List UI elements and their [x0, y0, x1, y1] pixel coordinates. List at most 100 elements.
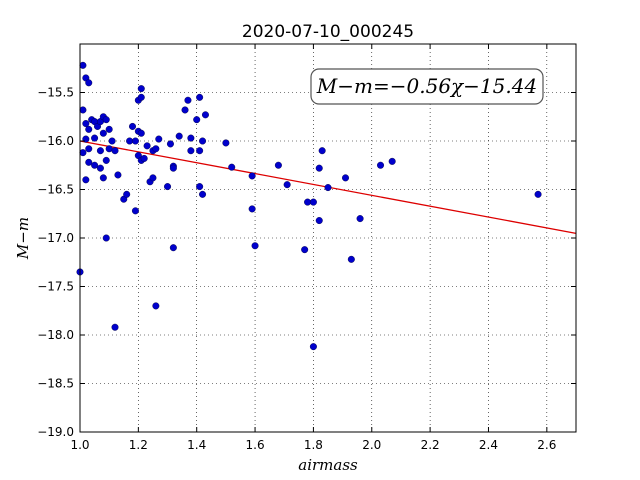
data-point: [123, 190, 131, 198]
x-tick-label: 2.6: [537, 438, 556, 452]
data-point: [114, 171, 122, 179]
data-point: [309, 343, 317, 351]
data-point: [82, 120, 90, 128]
data-point: [309, 198, 317, 206]
data-point: [184, 96, 192, 104]
data-point: [388, 157, 396, 165]
data-point: [166, 140, 174, 148]
data-point: [251, 242, 259, 250]
data-point: [318, 147, 326, 155]
data-point: [155, 135, 163, 143]
data-point: [149, 174, 157, 182]
data-point: [137, 85, 145, 93]
data-point: [137, 93, 145, 101]
y-axis-ticks: −15.5 −16.0 −16.5 −17.0 −17.5 −18.0 −18.5 −19.0: [37, 86, 576, 439]
x-tick-label: 1.4: [187, 438, 206, 452]
data-point: [347, 255, 355, 263]
y-tick-label: −18.0: [37, 328, 74, 342]
annotation-box: [310, 68, 544, 105]
data-point: [324, 184, 332, 192]
data-point: [274, 161, 282, 169]
data-point: [105, 145, 113, 153]
data-point: [126, 137, 134, 145]
fit-annotation: M−m=−0.56χ−15.44: [310, 68, 544, 105]
data-point: [105, 125, 113, 133]
data-point: [196, 147, 204, 155]
data-point: [85, 79, 93, 87]
data-point: [108, 137, 116, 145]
data-point: [315, 217, 323, 225]
data-point: [96, 164, 104, 172]
data-point: [82, 176, 90, 184]
data-point: [342, 174, 350, 182]
data-point: [102, 116, 110, 124]
x-tick-label: 2.0: [362, 438, 381, 452]
data-point: [187, 134, 195, 142]
x-tick-label: 2.4: [479, 438, 498, 452]
data-point: [181, 106, 189, 114]
data-point: [175, 132, 183, 140]
y-tick-label: −19.0: [37, 425, 74, 439]
y-tick-label: −17.0: [37, 231, 74, 245]
data-point: [102, 234, 110, 242]
x-tick-label: 1.6: [246, 438, 265, 452]
data-point: [152, 302, 160, 310]
x-axis-label: airmass: [298, 456, 358, 474]
data-point: [131, 207, 139, 215]
data-points: [76, 61, 542, 351]
data-point: [304, 198, 312, 206]
data-point: [377, 161, 385, 169]
data-point: [169, 164, 177, 172]
data-point: [222, 139, 230, 147]
x-tick-label: 1.0: [70, 438, 89, 452]
data-point: [85, 158, 93, 166]
data-point: [199, 137, 207, 145]
data-point: [152, 145, 160, 153]
data-point: [79, 149, 87, 157]
data-point: [169, 244, 177, 252]
data-point: [301, 246, 309, 254]
data-point: [193, 116, 201, 124]
y-tick-label: −16.0: [37, 134, 74, 148]
y-axis-label: M−m: [14, 217, 32, 260]
data-point: [199, 190, 207, 198]
x-tick-label: 1.2: [129, 438, 148, 452]
fit-equation: M−m=−0.56χ−15.44: [316, 74, 537, 98]
data-point: [196, 93, 204, 101]
data-point: [283, 181, 291, 189]
data-point: [140, 154, 148, 162]
data-point: [356, 215, 364, 223]
data-point: [99, 174, 107, 182]
y-tick-label: −16.5: [37, 183, 74, 197]
data-point: [79, 61, 87, 69]
data-point: [85, 125, 93, 133]
data-point: [534, 190, 542, 198]
data-point: [111, 323, 119, 331]
chart-title: 2020-07-10_000245: [242, 22, 414, 42]
data-point: [96, 147, 104, 155]
data-point: [201, 111, 209, 119]
data-point: [137, 129, 145, 137]
y-tick-label: −17.5: [37, 280, 74, 294]
data-point: [187, 147, 195, 155]
y-tick-label: −18.5: [37, 377, 74, 391]
data-point: [91, 134, 99, 142]
data-point: [99, 129, 107, 137]
data-point: [91, 161, 99, 169]
data-point: [85, 145, 93, 153]
data-point: [248, 172, 256, 180]
data-point: [228, 163, 236, 171]
data-point: [143, 142, 151, 150]
x-tick-label: 1.8: [304, 438, 323, 452]
data-point: [315, 164, 323, 172]
data-point: [131, 137, 139, 145]
x-tick-label: 2.2: [421, 438, 440, 452]
data-point: [196, 183, 204, 191]
data-point: [79, 106, 87, 114]
data-point: [102, 156, 110, 164]
x-axis-ticks: 1.0 1.2 1.4 1.6 1.8 2.0 2.2 2.4 2.6: [70, 44, 556, 452]
data-point: [164, 183, 172, 191]
data-point: [129, 122, 137, 130]
data-point: [111, 147, 119, 155]
